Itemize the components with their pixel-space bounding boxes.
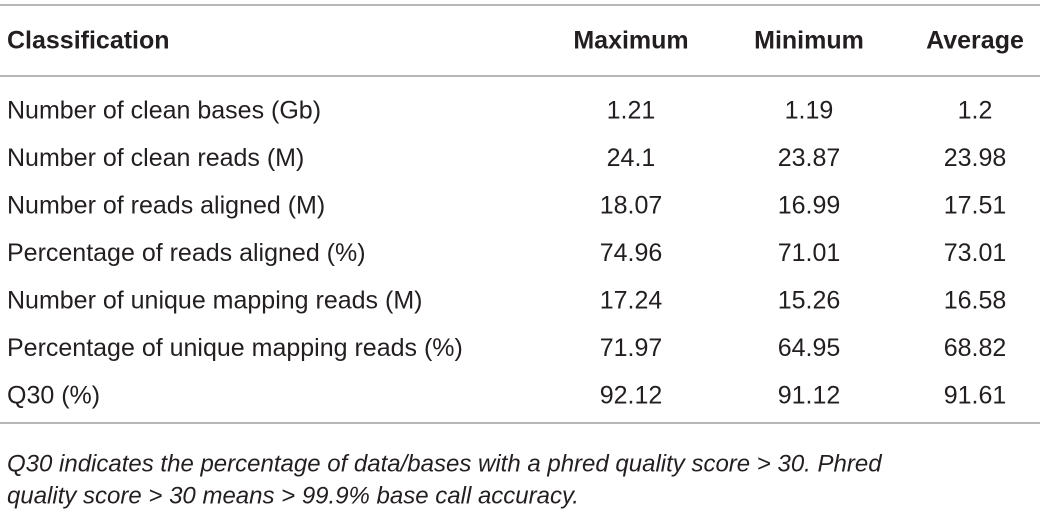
value-cell: 73.01 xyxy=(944,239,1007,267)
value-cell: 23.87 xyxy=(778,144,841,172)
value-cell: 71.97 xyxy=(600,334,663,362)
value-cell: 1.2 xyxy=(958,97,993,125)
value-cell: 1.19 xyxy=(785,97,834,125)
label-cell: Number of clean bases (Gb) xyxy=(7,97,321,125)
header-cell: Average xyxy=(926,27,1024,55)
footnote: quality score > 30 means > 99.9% base ca… xyxy=(7,482,579,509)
value-cell: 15.26 xyxy=(778,287,841,315)
value-cell: 16.99 xyxy=(778,192,841,220)
label-cell: Percentage of reads aligned (%) xyxy=(7,239,366,267)
value-cell: 1.21 xyxy=(607,97,656,125)
value-cell: 64.95 xyxy=(778,334,841,362)
value-cell: 17.24 xyxy=(600,287,663,315)
header-cell: Classification xyxy=(7,27,170,55)
value-cell: 18.07 xyxy=(600,192,663,220)
value-cell: 16.58 xyxy=(944,287,1007,315)
value-cell: 92.12 xyxy=(600,382,663,410)
label-cell: Number of clean reads (M) xyxy=(7,144,304,172)
value-cell: 91.12 xyxy=(778,382,841,410)
header-cell: Maximum xyxy=(573,27,688,55)
label-cell: Percentage of unique mapping reads (%) xyxy=(7,334,463,362)
value-cell: 74.96 xyxy=(600,239,663,267)
value-cell: 91.61 xyxy=(944,382,1007,410)
label-cell: Q30 (%) xyxy=(7,382,100,410)
value-cell: 68.82 xyxy=(944,334,1007,362)
value-cell: 24.1 xyxy=(607,144,656,172)
header-cell: Minimum xyxy=(754,27,864,55)
label-cell: Number of reads aligned (M) xyxy=(7,192,325,220)
value-cell: 17.51 xyxy=(944,192,1007,220)
value-cell: 23.98 xyxy=(944,144,1007,172)
value-cell: 71.01 xyxy=(778,239,841,267)
footnote: Q30 indicates the percentage of data/bas… xyxy=(7,450,882,477)
label-cell: Number of unique mapping reads (M) xyxy=(7,287,422,315)
